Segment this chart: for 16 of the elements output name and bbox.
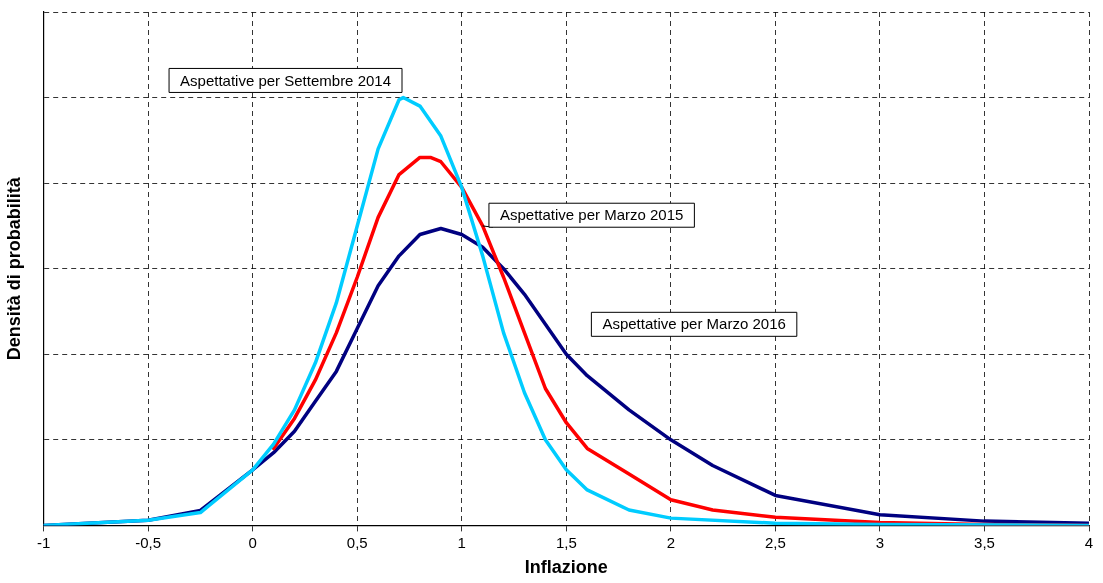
x-tick-label: 1,5 bbox=[555, 533, 577, 551]
x-tick-label: 0,5 bbox=[346, 533, 368, 551]
x-tick-label: 0 bbox=[248, 533, 257, 551]
x-tick-label: 1 bbox=[457, 533, 466, 551]
x-tick-label: 3 bbox=[875, 533, 885, 551]
series-label: Aspettative per Settembre 2014 bbox=[180, 71, 392, 89]
x-tick-label: -1 bbox=[36, 533, 51, 551]
y-axis-title: Densità di probabilità bbox=[3, 176, 24, 361]
x-tick-label: 2 bbox=[666, 533, 676, 551]
x-tick-label: -0,5 bbox=[135, 533, 162, 551]
x-tick-label: 3,5 bbox=[974, 533, 995, 551]
text: Aspettative per Marzo 2016 bbox=[602, 315, 786, 333]
series-label: Aspettative per Marzo 2015 bbox=[499, 206, 684, 224]
x-tick-label: 4 bbox=[1084, 533, 1094, 551]
x-tick-label: 2,5 bbox=[764, 533, 786, 551]
x-axis-title: Inflazione bbox=[524, 557, 608, 578]
